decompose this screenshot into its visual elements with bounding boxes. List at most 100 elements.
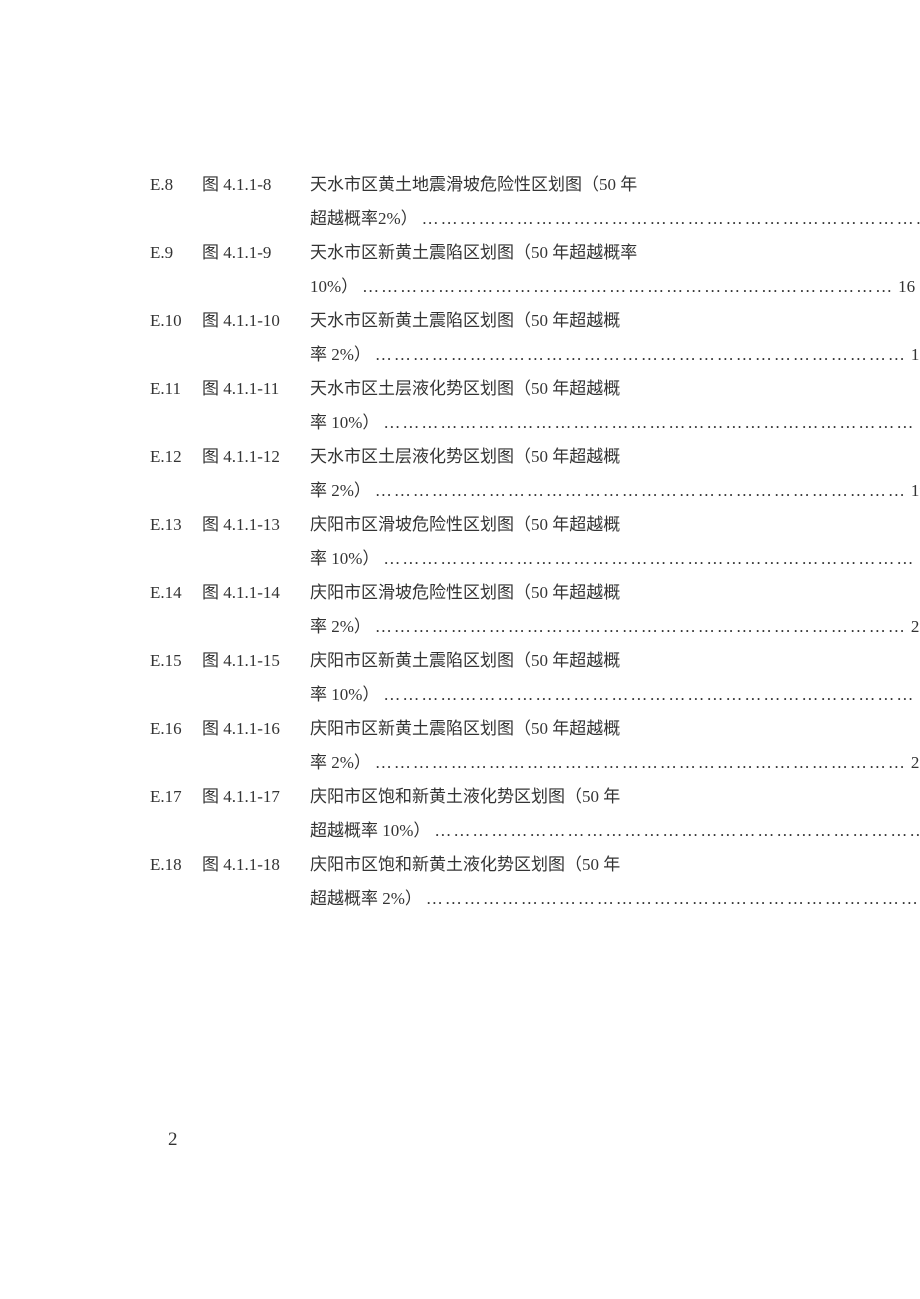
entry-title-line-2: 超越概率2%） [310, 202, 418, 236]
entry-title-line-1: 庆阳市区滑坡危险性区划图（50 年超越概 [310, 508, 620, 542]
entry-line-1: 庆阳市区新黄土震陷区划图（50 年超越概 [310, 712, 920, 746]
entry-title-line-2: 10%） [310, 270, 358, 304]
entry-line-2: 超越概率 10%）…………………………………………………………………………24 [310, 814, 920, 848]
entry-line-1: 庆阳市区饱和新黄土液化势区划图（50 年 [310, 780, 920, 814]
entry-figure-ref: 图 4.1.1-17 [202, 780, 310, 848]
entry-line-1: 天水市区新黄土震陷区划图（50 年超越概 [310, 304, 920, 338]
entry-id: E.14 [150, 576, 202, 644]
leader-dots: ………………………………………………………………………… [371, 746, 911, 780]
toc-entry: E.16图 4.1.1-16庆阳市区新黄土震陷区划图（50 年超越概率 2%）…… [150, 712, 775, 780]
entry-figure-ref: 图 4.1.1-14 [202, 576, 310, 644]
entry-figure-ref: 图 4.1.1-9 [202, 236, 310, 304]
entry-line-2: 率 2%）…………………………………………………………………………23 [310, 746, 920, 780]
entry-body: 天水市区新黄土震陷区划图（50 年超越概率10%）………………………………………… [310, 236, 915, 304]
entry-figure-ref: 图 4.1.1-13 [202, 508, 310, 576]
leader-dots: ………………………………………………………………………… [358, 270, 898, 304]
entry-line-2: 10%）…………………………………………………………………………16 [310, 270, 915, 304]
entry-title-line-2: 超越概率 2%） [310, 882, 422, 916]
entry-title-line-1: 庆阳市区饱和新黄土液化势区划图（50 年 [310, 780, 620, 814]
entry-figure-ref: 图 4.1.1-16 [202, 712, 310, 780]
entry-id: E.15 [150, 644, 202, 712]
leader-dots: ………………………………………………………………………… [379, 542, 919, 576]
entry-body: 天水市区黄土地震滑坡危险性区划图（50 年超越概率2%）………………………………… [310, 168, 920, 236]
entry-line-1: 庆阳市区新黄土震陷区划图（50 年超越概 [310, 644, 920, 678]
entry-line-1: 天水市区土层液化势区划图（50 年超越概 [310, 440, 920, 474]
entry-line-2: 率 2%）…………………………………………………………………………17 [310, 338, 920, 372]
entry-line-2: 率 10%）…………………………………………………………………………22 [310, 678, 920, 712]
entry-id: E.10 [150, 304, 202, 372]
entry-body: 天水市区土层液化势区划图（50 年超越概率 2%）………………………………………… [310, 440, 920, 508]
entry-title-line-2: 率 2%） [310, 338, 371, 372]
entry-title-line-1: 天水市区土层液化势区划图（50 年超越概 [310, 372, 620, 406]
entry-id: E.17 [150, 780, 202, 848]
entry-title-line-2: 率 10%） [310, 542, 379, 576]
entry-line-1: 庆阳市区饱和新黄土液化势区划图（50 年 [310, 848, 920, 882]
entry-page-number: 17 [911, 338, 920, 372]
leader-dots: ………………………………………………………………………… [371, 338, 911, 372]
entry-title-line-1: 天水市区新黄土震陷区划图（50 年超越概率 [310, 236, 637, 270]
entry-title-line-1: 天水市区新黄土震陷区划图（50 年超越概 [310, 304, 620, 338]
entry-page-number: 23 [911, 746, 920, 780]
entry-line-2: 率 10%）…………………………………………………………………………20 [310, 542, 920, 576]
entry-page-number: 19 [911, 474, 920, 508]
toc-entry: E.14图 4.1.1-14庆阳市区滑坡危险性区划图（50 年超越概率 2%）…… [150, 576, 775, 644]
entry-id: E.8 [150, 168, 202, 236]
entry-line-1: 天水市区黄土地震滑坡危险性区划图（50 年 [310, 168, 920, 202]
entry-title-line-2: 超越概率 10%） [310, 814, 430, 848]
entry-body: 庆阳市区饱和新黄土液化势区划图（50 年超越概率 2%）………………………………… [310, 848, 920, 916]
entry-title-line-1: 天水市区土层液化势区划图（50 年超越概 [310, 440, 620, 474]
entry-id: E.16 [150, 712, 202, 780]
entry-title-line-2: 率 2%） [310, 746, 371, 780]
entry-title-line-2: 率 10%） [310, 406, 379, 440]
entry-line-2: 率 2%）…………………………………………………………………………19 [310, 474, 920, 508]
entry-body: 天水市区新黄土震陷区划图（50 年超越概率 2%）………………………………………… [310, 304, 920, 372]
toc-entry: E.15图 4.1.1-15庆阳市区新黄土震陷区划图（50 年超越概率 10%）… [150, 644, 775, 712]
entry-line-1: 庆阳市区滑坡危险性区划图（50 年超越概 [310, 576, 920, 610]
entry-body: 庆阳市区滑坡危险性区划图（50 年超越概率 10%）……………………………………… [310, 508, 920, 576]
entry-title-line-2: 率 10%） [310, 678, 379, 712]
entry-figure-ref: 图 4.1.1-10 [202, 304, 310, 372]
entry-figure-ref: 图 4.1.1-18 [202, 848, 310, 916]
entry-line-1: 天水市区新黄土震陷区划图（50 年超越概率 [310, 236, 915, 270]
entry-line-1: 天水市区土层液化势区划图（50 年超越概 [310, 372, 920, 406]
entry-title-line-2: 率 2%） [310, 610, 371, 644]
entry-page-number: 21 [911, 610, 920, 644]
entry-body: 庆阳市区饱和新黄土液化势区划图（50 年超越概率 10%）……………………………… [310, 780, 920, 848]
leader-dots: ………………………………………………………………………… [371, 610, 911, 644]
page-number: 2 [168, 1129, 178, 1151]
toc-entry: E.9图 4.1.1-9天水市区新黄土震陷区划图（50 年超越概率10%）………… [150, 236, 775, 304]
entry-line-2: 率 10%）…………………………………………………………………………18 [310, 406, 920, 440]
entry-figure-ref: 图 4.1.1-8 [202, 168, 310, 236]
toc-entry: E.17图 4.1.1-17庆阳市区饱和新黄土液化势区划图（50 年超越概率 1… [150, 780, 775, 848]
entry-figure-ref: 图 4.1.1-15 [202, 644, 310, 712]
entry-title-line-1: 庆阳市区新黄土震陷区划图（50 年超越概 [310, 644, 620, 678]
entry-title-line-2: 率 2%） [310, 474, 371, 508]
entry-id: E.11 [150, 372, 202, 440]
leader-dots: ………………………………………………………………………… [379, 406, 919, 440]
leader-dots: ………………………………………………………………………… [418, 202, 920, 236]
entry-line-1: 庆阳市区滑坡危险性区划图（50 年超越概 [310, 508, 920, 542]
leader-dots: ………………………………………………………………………… [379, 678, 919, 712]
toc-entry: E.12图 4.1.1-12天水市区土层液化势区划图（50 年超越概率 2%）…… [150, 440, 775, 508]
entry-body: 庆阳市区滑坡危险性区划图（50 年超越概率 2%）………………………………………… [310, 576, 920, 644]
entry-id: E.12 [150, 440, 202, 508]
entry-id: E.18 [150, 848, 202, 916]
entry-title-line-1: 庆阳市区饱和新黄土液化势区划图（50 年 [310, 848, 620, 882]
toc-entry: E.18图 4.1.1-18庆阳市区饱和新黄土液化势区划图（50 年超越概率 2… [150, 848, 775, 916]
entry-page-number: 16 [898, 270, 915, 304]
leader-dots: ………………………………………………………………………… [422, 882, 920, 916]
entry-id: E.9 [150, 236, 202, 304]
entry-line-2: 率 2%）…………………………………………………………………………21 [310, 610, 920, 644]
entry-line-2: 超越概率 2%）…………………………………………………………………………25 [310, 882, 920, 916]
leader-dots: ………………………………………………………………………… [430, 814, 920, 848]
entry-figure-ref: 图 4.1.1-11 [202, 372, 310, 440]
entry-title-line-1: 庆阳市区滑坡危险性区划图（50 年超越概 [310, 576, 620, 610]
entry-body: 庆阳市区新黄土震陷区划图（50 年超越概率 10%）……………………………………… [310, 644, 920, 712]
entry-id: E.13 [150, 508, 202, 576]
entry-body: 天水市区土层液化势区划图（50 年超越概率 10%）……………………………………… [310, 372, 920, 440]
entry-figure-ref: 图 4.1.1-12 [202, 440, 310, 508]
entry-title-line-1: 天水市区黄土地震滑坡危险性区划图（50 年 [310, 168, 637, 202]
toc-entry: E.11图 4.1.1-11天水市区土层液化势区划图（50 年超越概率 10%）… [150, 372, 775, 440]
entry-body: 庆阳市区新黄土震陷区划图（50 年超越概率 2%）………………………………………… [310, 712, 920, 780]
toc-entries-container: E.8图 4.1.1-8天水市区黄土地震滑坡危险性区划图（50 年超越概率2%）… [150, 168, 775, 916]
